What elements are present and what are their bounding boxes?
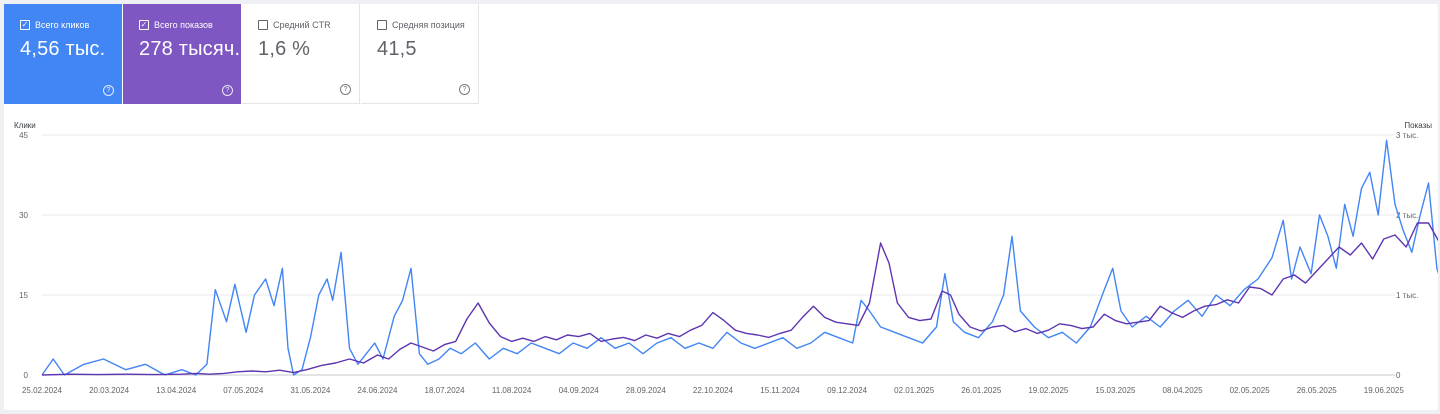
- x-tick-label: 26.05.2025: [1297, 386, 1338, 395]
- checkbox-checked-icon[interactable]: ✓: [139, 20, 149, 30]
- x-tick-label: 24.06.2024: [357, 386, 398, 395]
- x-tick-label: 19.02.2025: [1028, 386, 1069, 395]
- help-icon[interactable]: ?: [459, 84, 470, 95]
- x-tick-label: 11.08.2024: [492, 386, 532, 395]
- checkbox-checked-icon[interactable]: ✓: [20, 20, 30, 30]
- checkbox-empty-icon[interactable]: [258, 20, 268, 30]
- metric-label: Всего кликов: [35, 20, 90, 30]
- metric-card-position[interactable]: Средняя позиция 41,5 ?: [361, 4, 479, 104]
- y-tick-right: 2 тыс.: [1396, 211, 1418, 220]
- x-tick-label: 20.03.2024: [89, 386, 130, 395]
- x-tick-label: 04.09.2024: [559, 386, 600, 395]
- checkbox-empty-icon[interactable]: [377, 20, 387, 30]
- y-tick-left: 15: [19, 291, 28, 300]
- x-tick-label: 19.06.2025: [1364, 386, 1405, 395]
- y-axis-label-left: Клики: [14, 121, 36, 130]
- x-tick-label: 18.07.2024: [425, 386, 466, 395]
- x-tick-label: 28.09.2024: [626, 386, 667, 395]
- metric-label: Средний CTR: [273, 20, 331, 30]
- metric-value: 278 тысяч.: [139, 38, 241, 60]
- metric-value: 41,5: [377, 38, 417, 60]
- help-icon[interactable]: ?: [103, 85, 114, 96]
- y-tick-right: 0: [1396, 371, 1401, 380]
- x-tick-label: 26.01.2025: [961, 386, 1002, 395]
- y-tick-left: 45: [19, 131, 28, 140]
- x-tick-label: 15.03.2025: [1095, 386, 1136, 395]
- x-tick-label: 25.02.2024: [22, 386, 63, 395]
- y-axis-label-right: Показы: [1404, 121, 1432, 130]
- series-clicks-line: [41, 139, 1438, 376]
- help-icon[interactable]: ?: [222, 85, 233, 96]
- performance-chart: 0 15 30 45 0 1 тыс. 2 тыс. 3 тыс. Клики Показы 25.…: [14, 121, 1438, 395]
- performance-panel: ✓ Всего кликов 4,56 тыс. ? ✓ Всего показ…: [4, 4, 1438, 410]
- help-icon[interactable]: ?: [340, 84, 351, 95]
- y-tick-left: 0: [24, 371, 29, 380]
- series-impressions-line: [41, 222, 1438, 376]
- y-tick-right: 1 тыс.: [1396, 291, 1418, 300]
- metric-value: 4,56 тыс.: [20, 38, 106, 60]
- x-tick-label: 13.04.2024: [156, 386, 197, 395]
- x-tick-label: 07.05.2024: [223, 386, 264, 395]
- y-tick-left: 30: [19, 211, 28, 220]
- x-tick-label: 22.10.2024: [693, 386, 734, 395]
- metric-label: Средняя позиция: [392, 20, 465, 30]
- x-tick-label: 02.05.2025: [1230, 386, 1271, 395]
- y-tick-right: 3 тыс.: [1396, 131, 1418, 140]
- x-tick-label: 02.01.2025: [894, 386, 935, 395]
- x-tick-label: 09.12.2024: [827, 386, 868, 395]
- x-tick-label: 31.05.2024: [290, 386, 331, 395]
- x-tick-label: 15.11.2024: [760, 386, 800, 395]
- x-tick-label: 08.04.2025: [1163, 386, 1204, 395]
- metric-card-impressions[interactable]: ✓ Всего показов 278 тысяч. ?: [123, 4, 241, 104]
- metric-card-ctr[interactable]: Средний CTR 1,6 % ?: [242, 4, 360, 104]
- metric-label: Всего показов: [154, 20, 213, 30]
- metric-value: 1,6 %: [258, 38, 311, 60]
- metric-card-clicks[interactable]: ✓ Всего кликов 4,56 тыс. ?: [4, 4, 122, 104]
